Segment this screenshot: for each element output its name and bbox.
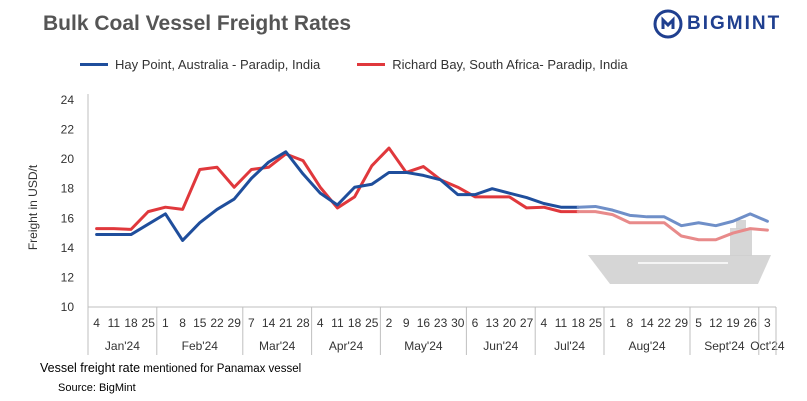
x-tick-label: 4 xyxy=(317,316,324,330)
x-tick-label: 25 xyxy=(142,316,156,330)
series-line-hay-point xyxy=(95,150,580,242)
month-label: May'24 xyxy=(404,339,443,353)
x-tick-label: 22 xyxy=(210,316,224,330)
y-tick-label: 12 xyxy=(61,270,75,284)
footnote-main: Vessel freight rate xyxy=(40,361,141,375)
chart-title: Bulk Coal Vessel Freight Rates xyxy=(43,12,352,35)
legend-swatch-richard-bay xyxy=(357,63,386,66)
x-tick-label: 18 xyxy=(572,316,586,330)
x-tick-label: 11 xyxy=(555,316,568,330)
y-tick-label: 14 xyxy=(61,241,75,255)
month-label: Apr'24 xyxy=(329,339,364,353)
x-tick-label: 4 xyxy=(540,316,547,330)
x-tick-label: 12 xyxy=(709,316,723,330)
month-label: Jan'24 xyxy=(105,339,140,353)
legend-item-richard-bay: Richard Bay, South Africa- Paradip, Indi… xyxy=(357,57,628,72)
x-tick-label: 29 xyxy=(675,316,689,330)
month-label: Jul'24 xyxy=(554,339,585,353)
x-tick-label: 15 xyxy=(193,316,207,330)
legend-item-hay-point: Hay Point, Australia - Paradip, India xyxy=(80,57,320,72)
x-tick-label: 23 xyxy=(434,316,448,330)
source-note: Source: BigMint xyxy=(58,382,136,394)
y-axis-label: Freight in USD/t xyxy=(26,164,40,250)
brand-logo: BIGMINT xyxy=(653,9,781,39)
legend-label-hay-point: Hay Point, Australia - Paradip, India xyxy=(115,57,321,72)
ship-bridge xyxy=(730,228,752,256)
x-tick-label: 27 xyxy=(520,316,534,330)
x-tick-label: 13 xyxy=(486,316,500,330)
x-tick-label: 1 xyxy=(162,316,169,330)
x-tick-label: 19 xyxy=(726,316,740,330)
footnote-small: mentioned for Panamax vessel xyxy=(140,363,302,375)
legend-label-richard-bay: Richard Bay, South Africa- Paradip, Indi… xyxy=(392,57,628,72)
x-tick-label: 21 xyxy=(279,316,293,330)
legend-swatch-hay-point xyxy=(80,63,108,66)
x-tick-label: 8 xyxy=(179,316,186,330)
footnote: Vessel freight rate mentioned for Panama… xyxy=(40,361,301,375)
y-tick-label: 24 xyxy=(61,93,75,107)
x-tick-label: 2 xyxy=(386,316,393,330)
month-label: Jun'24 xyxy=(483,339,518,353)
x-tick-label: 11 xyxy=(331,316,344,330)
x-tick-label: 28 xyxy=(296,316,310,330)
x-tick-label: 8 xyxy=(626,316,633,330)
x-tick-label: 5 xyxy=(695,316,702,330)
ship-funnel xyxy=(736,220,746,229)
logo-text: BIGMINT xyxy=(687,13,782,34)
y-tick-label: 22 xyxy=(61,123,75,137)
x-tick-label: 11 xyxy=(108,316,121,330)
series-line-hay-point-faded xyxy=(576,204,769,228)
month-label: Aug'24 xyxy=(629,339,666,353)
y-tick-label: 20 xyxy=(61,152,75,166)
x-tick-label: 6 xyxy=(472,316,479,330)
x-tick-label: 7 xyxy=(248,316,255,330)
x-tick-label: 1 xyxy=(609,316,616,330)
month-label: Sept'24 xyxy=(704,339,745,353)
x-tick-label: 25 xyxy=(365,316,379,330)
x-tick-label: 26 xyxy=(744,316,758,330)
y-tick-label: 18 xyxy=(61,182,75,196)
bigmint-logo-icon xyxy=(653,9,683,39)
x-tick-label: 25 xyxy=(589,316,603,330)
y-tick-label: 10 xyxy=(61,300,75,314)
x-tick-label: 3 xyxy=(764,316,771,330)
x-tick-label: 14 xyxy=(262,316,276,330)
x-tick-label: 20 xyxy=(503,316,517,330)
x-tick-label: 16 xyxy=(417,316,431,330)
series-line-richard-bay-faded xyxy=(576,210,769,242)
x-tick-label: 18 xyxy=(348,316,362,330)
chart-legend: Hay Point, Australia - Paradip, India Ri… xyxy=(80,57,665,72)
month-label: Oct'24 xyxy=(750,339,785,353)
x-tick-label: 14 xyxy=(640,316,654,330)
x-tick-label: 22 xyxy=(658,316,672,330)
x-tick-label: 18 xyxy=(124,316,138,330)
ship-hull xyxy=(588,255,771,284)
x-tick-label: 4 xyxy=(93,316,100,330)
month-label: Mar'24 xyxy=(259,339,296,353)
x-tick-label: 29 xyxy=(228,316,242,330)
month-label: Feb'24 xyxy=(182,339,219,353)
x-tick-label: 9 xyxy=(403,316,410,330)
y-tick-label: 16 xyxy=(61,211,75,225)
x-tick-label: 30 xyxy=(451,316,465,330)
series-line-richard-bay xyxy=(95,146,580,231)
